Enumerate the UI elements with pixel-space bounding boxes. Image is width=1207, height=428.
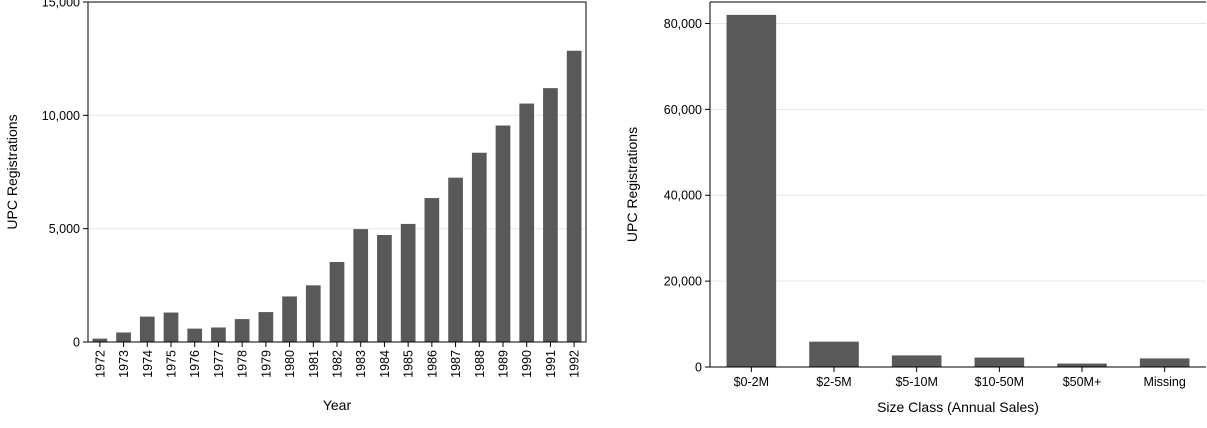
y-tick-label: 40,000 [664,189,702,203]
bar-1978 [234,319,250,342]
y-tick-label: 0 [695,361,702,375]
x-tick-label: 1972 [93,350,107,378]
y-tick-label: 15,000 [42,0,80,10]
bar-1985 [400,223,416,342]
x-tick-label: 1974 [141,350,155,378]
x-tick-label: 1978 [236,350,250,378]
x-tick-label: 1989 [497,350,511,378]
x-tick-label: 1983 [354,350,368,378]
bar-1980 [282,296,297,342]
x-axis-title: Year [323,397,352,413]
x-tick-label: 1992 [568,350,582,378]
bar-1982 [329,261,345,342]
bar-$10-50M [974,357,1025,367]
y-axis-title: UPC Registrations [624,127,640,242]
chart-upc-by-size-class-svg: 0 20,000 40,000 60,000 80,000 $0-2M $2-5M $5-10… [624,1,1206,415]
x-tick-label: $10-50M [975,375,1024,389]
bar-$0-2M [726,14,777,367]
x-tick-label: $50M+ [1063,375,1102,389]
bar-1988 [471,152,487,342]
x-axis-title: Size Class (Annual Sales) [877,399,1039,415]
x-tick-label: $0-2M [734,375,769,389]
bar-1987 [448,177,463,342]
x-tick-label: 1988 [473,350,487,378]
x-tick-label: $2-5M [816,375,851,389]
x-tick-label: 1991 [544,350,558,378]
x-tick-label: 1979 [259,350,273,378]
x-tick-label: 1984 [378,350,392,378]
bar-1984 [377,235,392,342]
bar-$5-10M [891,355,942,367]
x-tick-label: $5-10M [895,375,937,389]
x-tick-label: 1975 [165,350,179,378]
y-tick-label: 0 [73,336,80,350]
bar-1992 [566,50,582,342]
bar-1983 [353,229,369,342]
x-tick-label: 1977 [212,350,226,378]
x-tick-label: 1990 [520,350,534,378]
x-tick-label: 1976 [188,350,202,378]
bar-1989 [495,125,511,343]
bar-1976 [187,328,203,342]
y-tick-label: 80,000 [664,17,702,31]
x-tick-label: 1973 [117,350,131,378]
bar-1990 [519,103,535,343]
bar-1979 [258,312,274,342]
x-tick-label: 1986 [425,350,439,378]
bar-1991 [543,88,558,342]
bar-1972 [92,338,108,342]
y-tick-label: 20,000 [664,275,702,289]
bar-1986 [424,198,440,342]
y-tick-label: 5,000 [49,222,80,236]
x-tick-label: 1980 [283,350,297,378]
x-tick-label: Missing [1143,375,1185,389]
bar-$50M+ [1057,363,1107,367]
bar-$2-5M [809,341,859,367]
bar-1974 [139,316,155,342]
x-tick-label: 1981 [307,350,321,378]
bar-Missing [1139,358,1190,367]
bar-1977 [211,327,226,342]
bar-1981 [305,285,321,342]
y-tick-label: 10,000 [42,109,80,123]
bar-1975 [163,312,179,342]
chart-upc-by-year-svg: 0 5,000 10,000 15,000 1972 1973 1974 1975 1976 19… [4,0,587,413]
x-tick-label: 1982 [331,350,345,378]
y-axis-title: UPC Registrations [4,114,20,229]
x-tick-label: 1987 [449,350,463,378]
bar-1973 [116,332,131,342]
y-tick-label: 60,000 [664,103,702,117]
chart-upc-by-size-class: 0 20,000 40,000 60,000 80,000 $0-2M $2-5M $5-10… [620,0,1207,423]
chart-upc-by-year: 0 5,000 10,000 15,000 1972 1973 1974 1975 1976 19… [0,0,600,423]
x-tick-label: 1985 [402,350,416,378]
